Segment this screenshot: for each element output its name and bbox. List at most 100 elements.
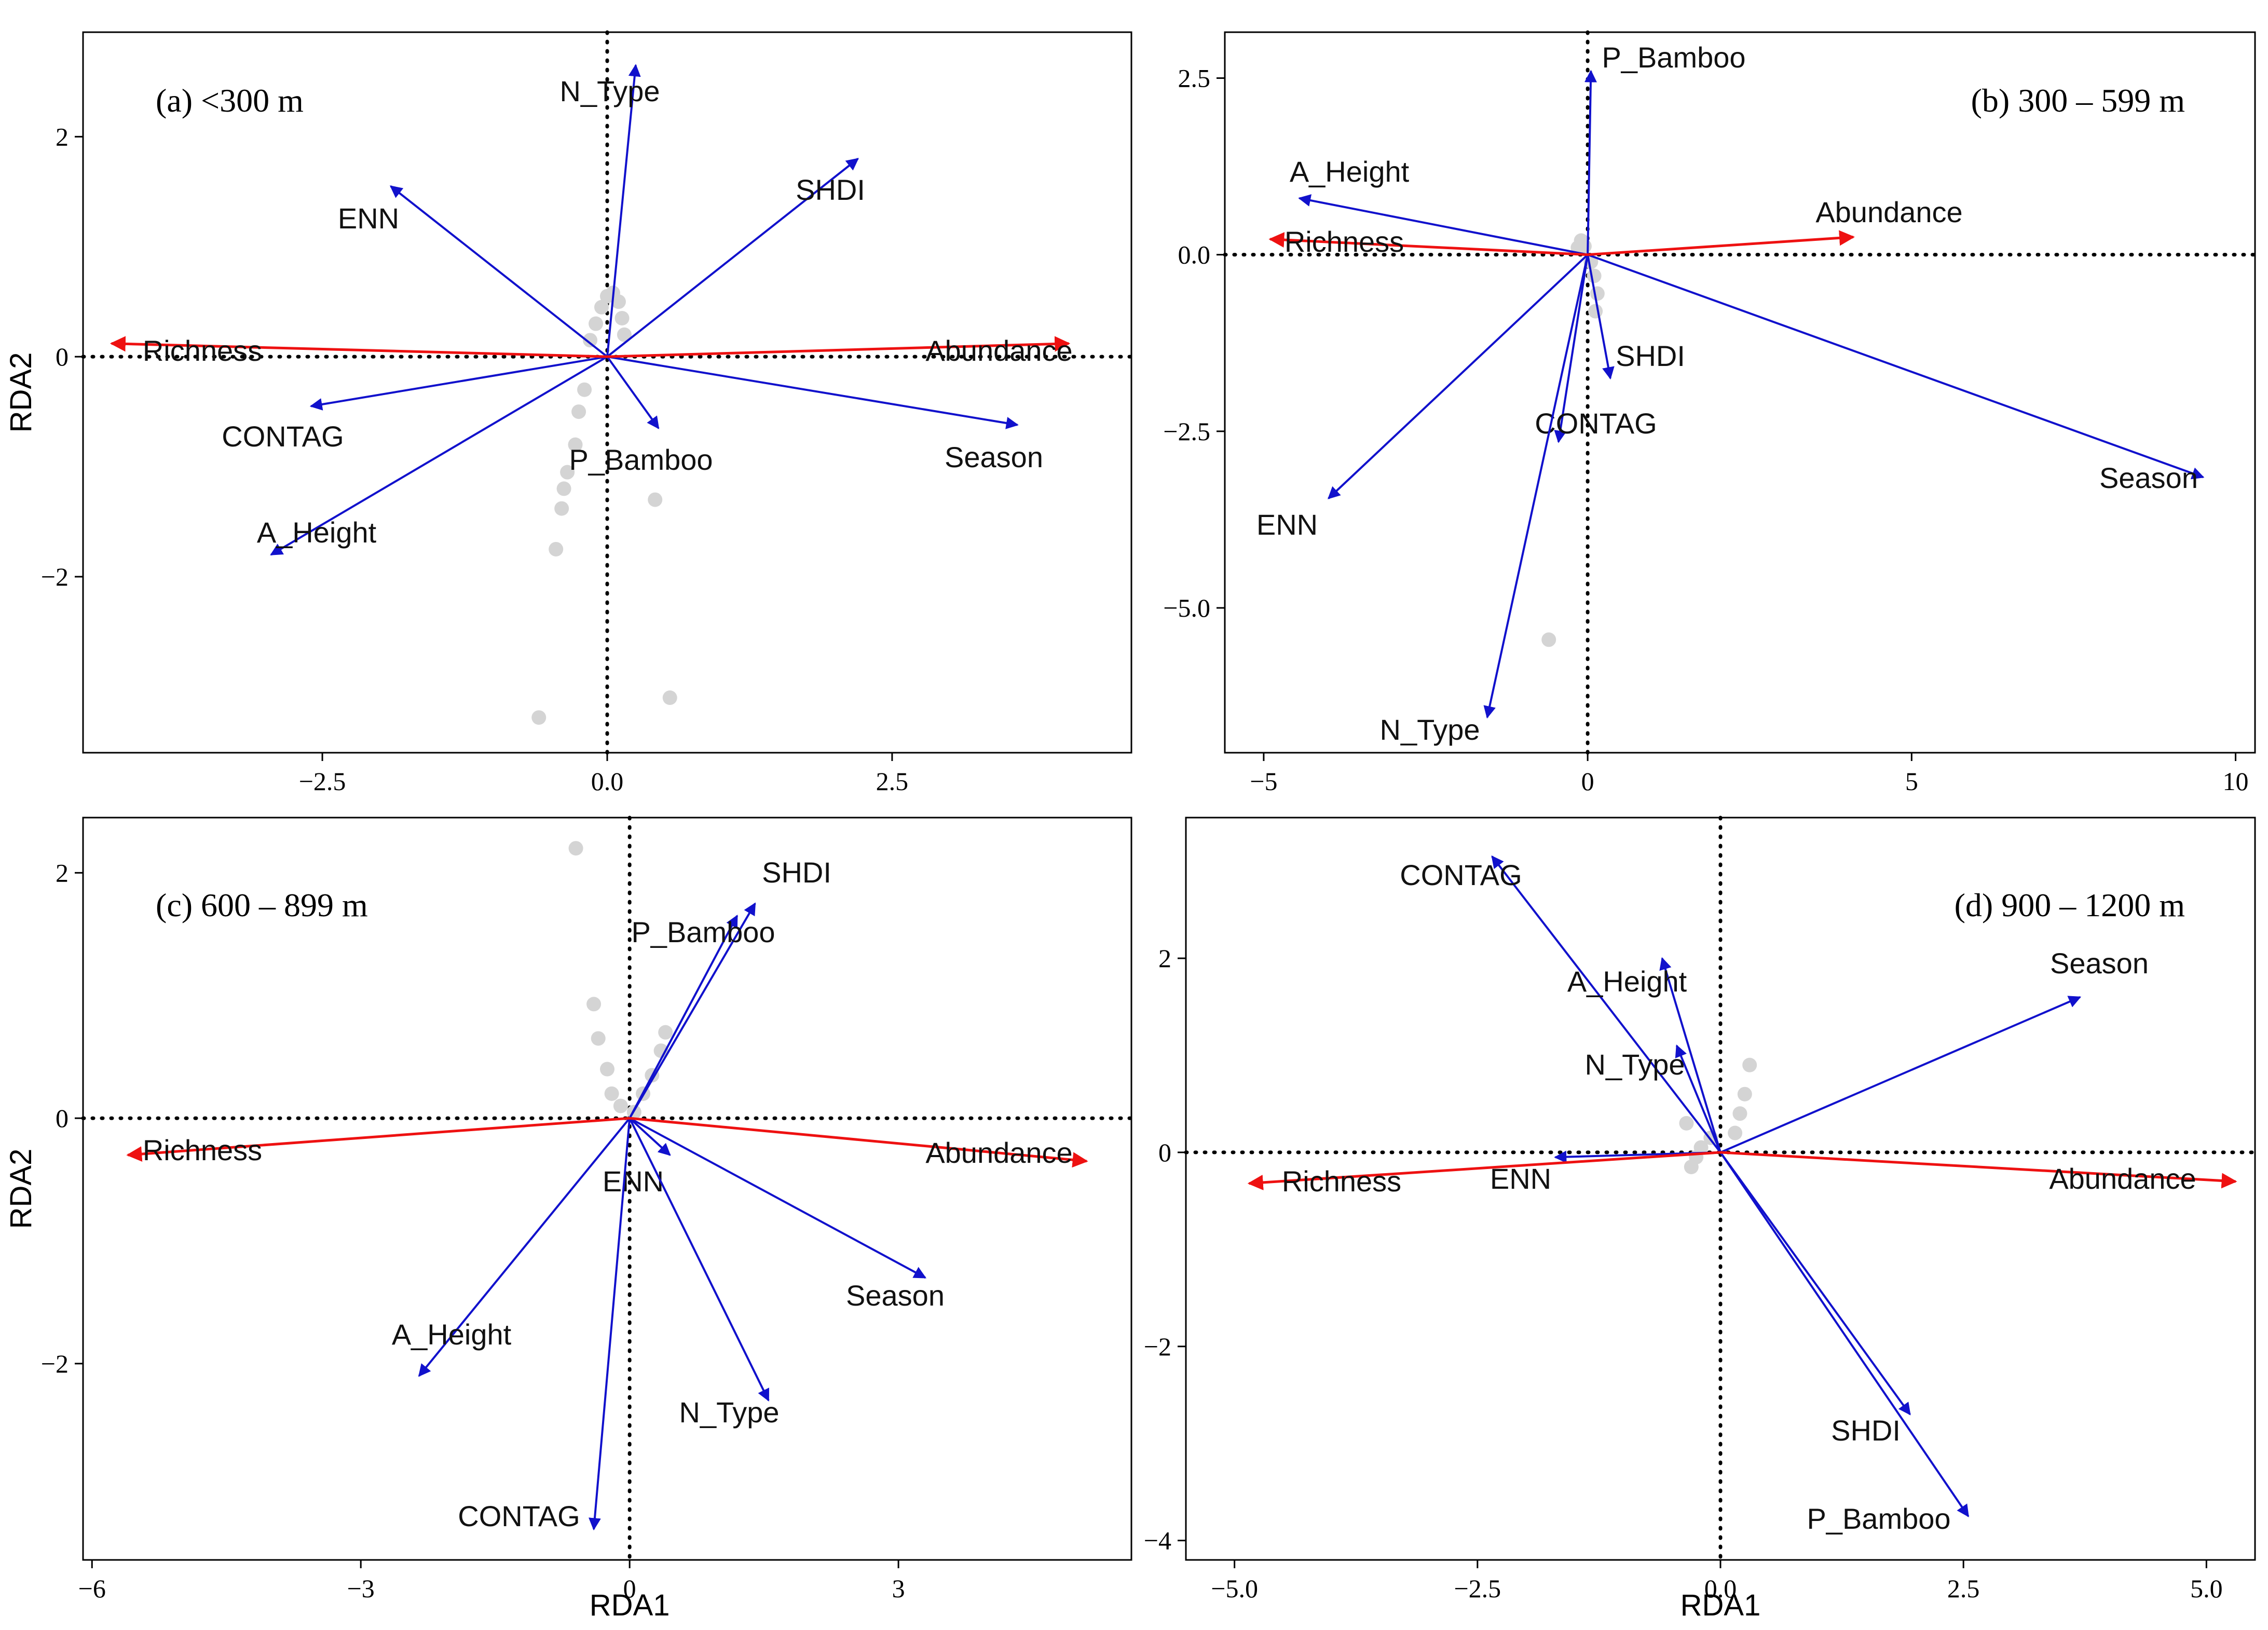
y-tick-label: 0	[56, 342, 69, 371]
x-tick-label: 0.0	[591, 767, 624, 796]
site-point	[1587, 268, 1602, 283]
arrow-a-height	[1659, 957, 1722, 1153]
label-abundance: Abundance	[2049, 1162, 2196, 1195]
y-tick-label: −2	[1144, 1332, 1171, 1361]
arrow-season	[629, 1117, 927, 1279]
arrow-contag	[589, 1118, 631, 1531]
label-n-type: N_Type	[1380, 713, 1480, 746]
label-season: Season	[2099, 461, 2198, 494]
site-point	[577, 382, 592, 397]
arrow-shdi	[629, 902, 756, 1119]
arrow-p-bamboo	[1719, 1151, 1970, 1517]
site-point	[617, 327, 632, 342]
site-point	[568, 841, 583, 856]
site-point	[662, 690, 677, 705]
panel-frame	[82, 31, 1132, 754]
label-contag: CONTAG	[1400, 859, 1522, 891]
site-point	[1732, 1106, 1747, 1121]
x-tick-label: 2.5	[1947, 1574, 1980, 1603]
site-point	[658, 1025, 673, 1040]
arrow-contag	[1491, 855, 1722, 1153]
label-contag: CONTAG	[1535, 407, 1657, 440]
label-richness: Richness	[1282, 1165, 1401, 1198]
site-point	[560, 465, 575, 480]
arrow-n-type	[1675, 1044, 1722, 1153]
site-point	[594, 300, 609, 315]
label-contag: CONTAG	[222, 420, 344, 453]
panel-frame	[82, 817, 1132, 1561]
arrow-contag	[1554, 254, 1589, 443]
label-a-height: A_Height	[1567, 965, 1687, 998]
label-shdi: SHDI	[1616, 339, 1685, 372]
arrow-n-type	[629, 1118, 770, 1402]
x-tick-label: 3	[892, 1574, 905, 1603]
arrow-enn	[389, 185, 608, 358]
x-tick-label: 0.0	[1704, 1574, 1737, 1603]
site-point	[1590, 286, 1605, 301]
arrow-contag	[309, 356, 608, 411]
arrow-season	[1720, 996, 2082, 1153]
label-abundance: Abundance	[925, 334, 1072, 367]
arrow-p-bamboo	[629, 914, 739, 1119]
y-tick-label: 2	[1158, 944, 1171, 973]
y-axis-title: RDA2	[4, 352, 38, 433]
label-n-type: N_Type	[679, 1396, 780, 1429]
site-point	[591, 1031, 606, 1046]
label-enn: ENN	[603, 1165, 664, 1198]
label-season: Season	[2050, 947, 2149, 980]
x-tick-label: −6	[78, 1574, 106, 1603]
arrow-n-type	[1483, 254, 1589, 719]
y-tick-label: −2.5	[1163, 417, 1210, 446]
arrow-a-height	[418, 1117, 631, 1377]
panel-title: (a) <300 m	[156, 82, 304, 119]
y-tick-label: 2	[56, 122, 69, 151]
label-a-height: A_Height	[257, 516, 377, 549]
site-point	[611, 294, 626, 309]
arrow-season	[1587, 253, 2205, 480]
label-season: Season	[846, 1279, 945, 1312]
site-point	[1728, 1125, 1743, 1140]
arrow-a-height	[270, 356, 608, 556]
x-axis-title: RDA1	[1680, 1588, 1761, 1622]
arrow-abundance	[607, 336, 1071, 358]
arrow-p-bamboo	[1584, 70, 1597, 255]
arrow-shdi	[606, 158, 859, 358]
panel-title: (c) 600 – 899 m	[156, 887, 368, 923]
site-point	[614, 310, 630, 325]
arrow-richness	[1247, 1151, 1721, 1190]
label-a-height: A_Height	[392, 1318, 512, 1351]
label-n-type: N_Type	[1585, 1048, 1685, 1081]
site-point	[1737, 1086, 1752, 1102]
site-point	[571, 404, 586, 419]
arrow-richness	[110, 336, 608, 358]
site-point	[1541, 632, 1556, 647]
site-point	[586, 997, 602, 1012]
site-point	[589, 316, 604, 331]
x-tick-label: 5.0	[2190, 1574, 2223, 1603]
arrow-richness	[1268, 232, 1588, 256]
x-tick-label: 0	[1581, 767, 1594, 796]
panel-a: −2.5 0.0 2.5 −2 0 2 RDA2 N_Type SHDI ENN CONTAG P_B…	[4, 30, 1133, 796]
label-shdi: SHDI	[762, 856, 831, 889]
arrow-shdi	[1587, 254, 1615, 380]
site-point	[1684, 1159, 1699, 1174]
arrow-abundance	[1720, 1151, 2237, 1189]
x-tick-label: 2.5	[876, 767, 909, 796]
site-point	[604, 1086, 619, 1101]
label-n-type: N_Type	[560, 75, 660, 107]
arrow-abundance	[629, 1117, 1088, 1168]
arrow-n-type	[606, 64, 641, 357]
y-tick-label: 2	[56, 858, 69, 887]
panel-d: −5.0 −2.5 0.0 2.5 5.0 2 0 −2 −4 RDA1 CONTAG A_Heigh…	[1144, 816, 2257, 1622]
site-point	[556, 481, 571, 496]
y-tick-label: −5.0	[1163, 593, 1210, 622]
arrow-enn	[629, 1117, 671, 1156]
site-point	[549, 541, 564, 556]
y-tick-label: 0.0	[1178, 240, 1211, 269]
label-enn: ENN	[1256, 508, 1318, 541]
site-point	[1742, 1057, 1757, 1072]
site-point	[583, 333, 598, 348]
site-point	[568, 437, 583, 452]
label-shdi: SHDI	[1831, 1414, 1901, 1447]
